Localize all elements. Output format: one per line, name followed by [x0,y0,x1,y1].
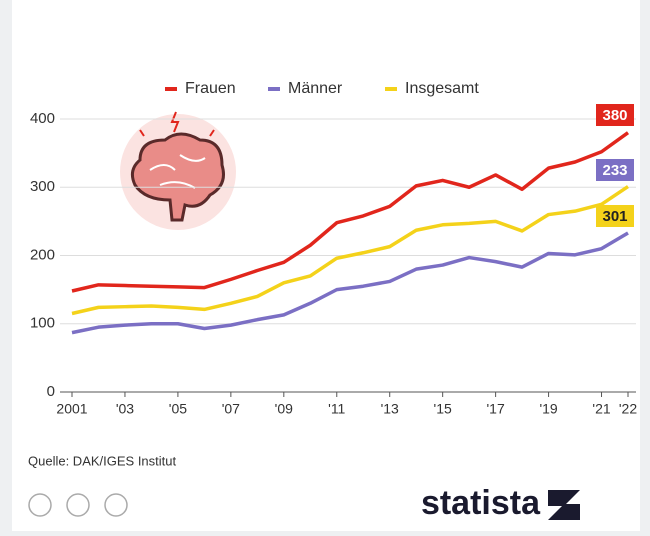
y-tick-label: 200 [30,246,55,263]
y-tick-label: 300 [30,178,55,195]
brand-logo [548,490,580,520]
x-tick-label: '19 [539,401,557,417]
x-tick-label: '13 [381,401,399,417]
x-tick-label: '15 [434,401,452,417]
y-tick-label: 0 [47,383,55,400]
x-tick-label: '21 [592,401,610,417]
brand: statista [421,484,541,522]
x-tick-label: '11 [328,401,345,417]
x-tick-label: '22 [619,401,637,417]
y-tick-label: 100 [30,315,55,332]
x-tick-label: '07 [222,401,240,417]
page: {"chart_data": {"type": "line", "x": [20… [0,0,650,531]
end-label: 301 [602,208,627,225]
x-tick-label: '09 [275,401,293,417]
end-label: 380 [602,107,627,124]
x-tick-label: '05 [169,401,187,417]
y-tick-label: 400 [30,110,55,127]
end-label: 233 [602,162,627,179]
source: Quelle: DAK/IGES Institut [28,453,177,468]
x-tick-label: 2001 [56,401,87,417]
legend-label: Frauen [185,80,236,97]
x-tick-label: '17 [486,401,504,417]
legend-label: Insgesamt [405,80,479,97]
legend-label: Männer [288,80,343,97]
x-tick-label: '03 [116,401,134,417]
chart: Quelle: DAK/IGES Institut statista 0 100 2… [0,0,650,531]
